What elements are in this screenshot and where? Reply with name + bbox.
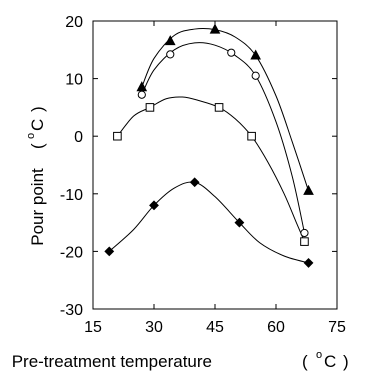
data-point-circle-open (227, 48, 236, 57)
data-point-triangle-filled (303, 184, 314, 195)
data-point-square-open (145, 103, 155, 112)
series-line-square-open (117, 96, 305, 242)
data-point-circle-open (166, 50, 175, 59)
axis-ticks: 15 30 45 60 75 -30 -20 -10 0 10 20 (60, 14, 346, 336)
data-point-circle-open (137, 90, 146, 99)
x-tick-label: 75 (328, 319, 346, 336)
x-axis-label: Pre-treatment temperature (12, 352, 212, 371)
data-point-square-open (300, 237, 309, 246)
data-point-square-open (214, 103, 224, 112)
x-tick-label: 30 (145, 319, 163, 336)
x-axis-unit-open: ( (302, 352, 308, 371)
y-tick-label: 10 (65, 72, 83, 89)
y-axis-unit-c: C (28, 119, 47, 131)
x-tick-label: 45 (206, 319, 224, 336)
series-curves (108, 27, 310, 264)
data-point-triangle-filled (250, 49, 261, 60)
y-axis-label: Pour point (28, 168, 47, 246)
series-line-triangle-filled (141, 27, 310, 192)
series-line-diamond-filled (108, 181, 309, 264)
series-line-circle-open (141, 42, 305, 234)
y-axis-unit-open: ( (28, 143, 47, 149)
y-tick-label: -30 (60, 302, 83, 319)
y-axis-unit-close: ) (28, 106, 47, 112)
y-tick-label: 20 (65, 14, 83, 31)
data-point-diamond-filled (189, 177, 200, 188)
series-markers (104, 23, 314, 268)
data-point-diamond-filled (149, 200, 159, 211)
x-tick-label: 60 (267, 319, 285, 336)
data-point-circle-open (300, 228, 309, 238)
data-point-circle-open (251, 71, 260, 80)
data-point-triangle-filled (209, 23, 221, 34)
data-point-diamond-filled (104, 246, 115, 257)
y-tick-label: -10 (60, 187, 83, 204)
data-point-diamond-filled (303, 258, 314, 268)
y-tick-label: 0 (74, 129, 83, 146)
y-axis-unit-degree: o (25, 133, 37, 139)
data-point-diamond-filled (234, 217, 245, 228)
x-axis-unit-c: C (324, 352, 336, 371)
x-axis-unit-close: ) (343, 352, 349, 371)
data-point-square-open (247, 131, 256, 141)
y-tick-label: -20 (60, 244, 83, 261)
data-point-triangle-filled (164, 35, 176, 46)
x-tick-label: 15 (84, 319, 102, 336)
x-axis-unit-degree: o (316, 349, 322, 361)
data-point-square-open (113, 131, 122, 141)
